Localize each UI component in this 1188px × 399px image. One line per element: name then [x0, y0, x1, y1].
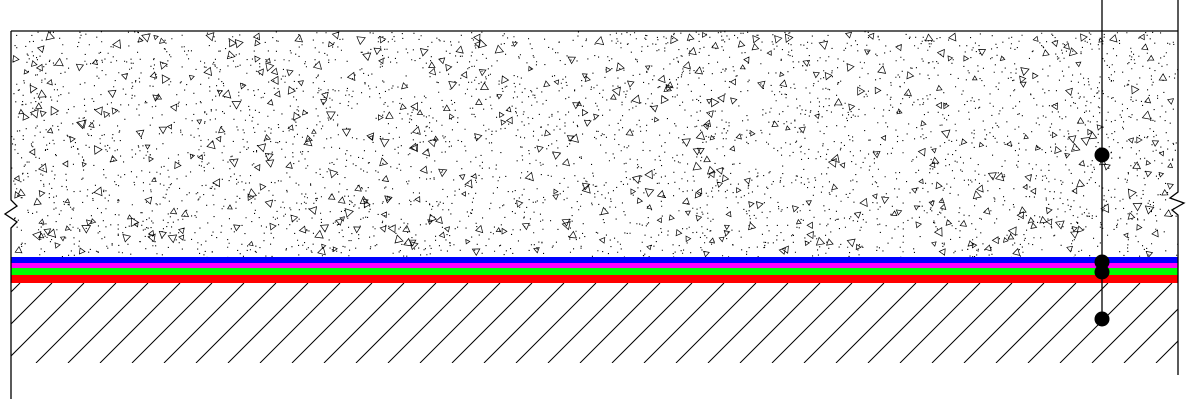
right-break-line [1168, 0, 1186, 375]
earth-layer [11, 283, 1178, 363]
leader-dot [1094, 311, 1110, 327]
left-break-line [3, 31, 19, 399]
concrete-stipple [11, 31, 1178, 258]
leader-dot [1094, 147, 1110, 163]
concrete-aggregate [12, 31, 1175, 258]
membrane-red [11, 275, 1178, 283]
earth-hatch-lines [11, 283, 1178, 363]
leader-line [1094, 0, 1110, 327]
membrane-blue [11, 257, 1178, 263]
membrane-green [11, 268, 1178, 275]
concrete-layer [11, 31, 1178, 258]
membrane-layers [11, 257, 1178, 283]
membrane-magenta [11, 263, 1178, 268]
leader-dot [1094, 264, 1110, 280]
